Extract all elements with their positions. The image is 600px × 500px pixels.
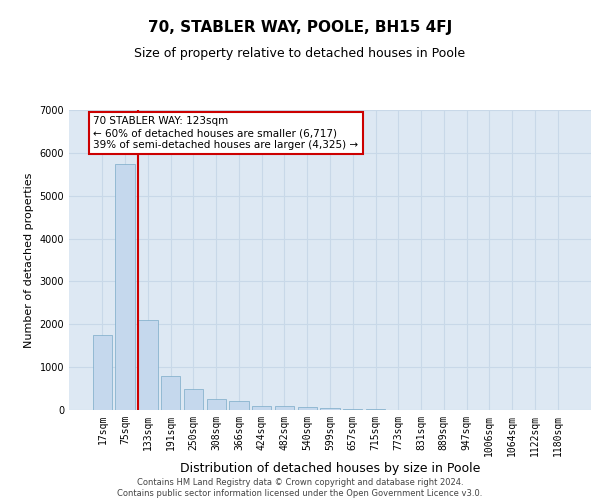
Bar bbox=[184, 388, 203, 410]
Y-axis label: Number of detached properties: Number of detached properties bbox=[24, 172, 34, 348]
Text: 70, STABLER WAY, POOLE, BH15 4FJ: 70, STABLER WAY, POOLE, BH15 4FJ bbox=[148, 20, 452, 35]
Bar bbox=[320, 408, 340, 410]
Bar bbox=[298, 407, 317, 410]
Bar bbox=[366, 409, 385, 410]
Text: Size of property relative to detached houses in Poole: Size of property relative to detached ho… bbox=[134, 48, 466, 60]
X-axis label: Distribution of detached houses by size in Poole: Distribution of detached houses by size … bbox=[180, 462, 480, 474]
Bar bbox=[115, 164, 135, 410]
Bar bbox=[206, 400, 226, 410]
Text: Contains HM Land Registry data © Crown copyright and database right 2024.
Contai: Contains HM Land Registry data © Crown c… bbox=[118, 478, 482, 498]
Bar bbox=[229, 402, 248, 410]
Bar bbox=[343, 408, 362, 410]
Bar bbox=[93, 335, 112, 410]
Bar bbox=[252, 406, 271, 410]
Bar bbox=[161, 376, 181, 410]
Bar bbox=[138, 320, 158, 410]
Bar bbox=[275, 406, 294, 410]
Text: 70 STABLER WAY: 123sqm
← 60% of detached houses are smaller (6,717)
39% of semi-: 70 STABLER WAY: 123sqm ← 60% of detached… bbox=[93, 116, 358, 150]
